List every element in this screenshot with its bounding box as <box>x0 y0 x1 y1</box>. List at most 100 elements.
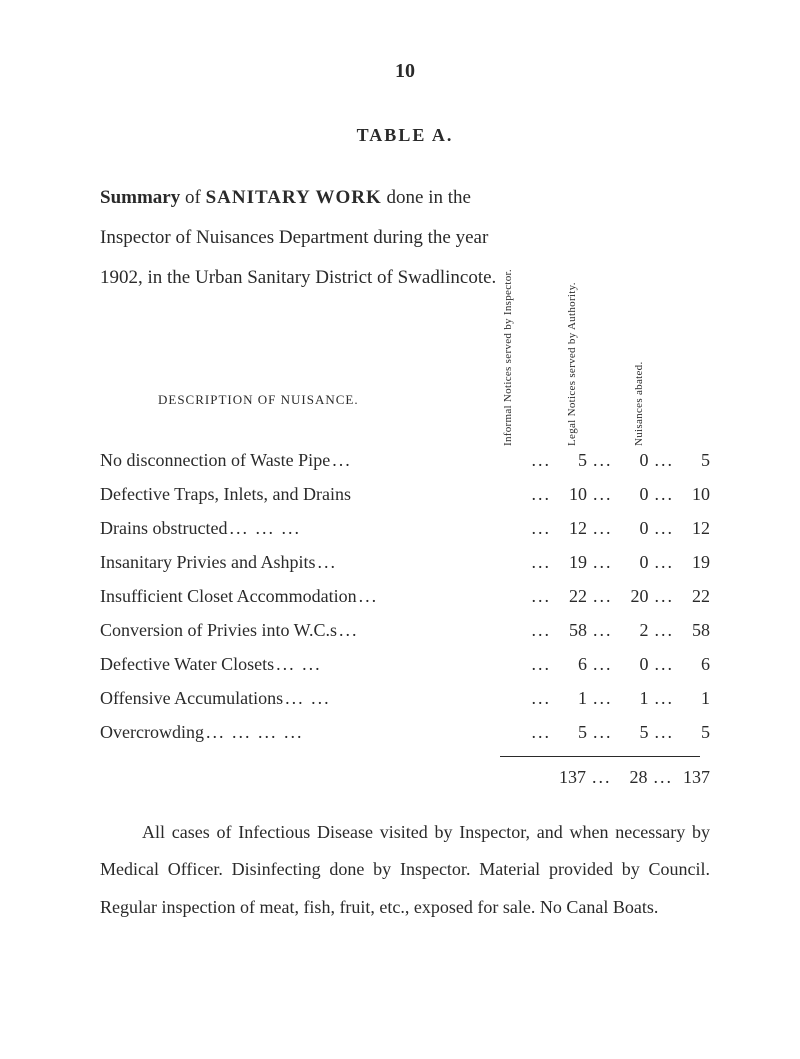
cell-dots: ... <box>587 654 619 675</box>
cell-v1: 1 <box>557 688 587 709</box>
cell-dots: ... <box>587 484 619 505</box>
table-row: Overcrowding ... ... ... ... ... 5 ... 5… <box>100 722 710 743</box>
title-work: WORK <box>315 187 381 208</box>
cell-dots: ... <box>649 722 681 743</box>
cell-v3: 1 <box>680 688 710 709</box>
table-label: TABLE A. <box>100 125 710 146</box>
cell-dots: ... <box>587 552 619 573</box>
lead-dots: ... <box>526 688 558 709</box>
table-row: No disconnection of Waste Pipe ... ... 5… <box>100 450 710 471</box>
cell-dots: ... <box>587 518 619 539</box>
row-dots: ... ... <box>274 654 324 675</box>
lead-dots: ... <box>526 620 558 641</box>
cell-v3: 6 <box>680 654 710 675</box>
row-dots: ... ... ... <box>227 518 303 539</box>
row-label: Insufficient Closet Accommodation <box>100 586 357 607</box>
cell-v2: 0 <box>619 654 649 675</box>
cell-v3: 5 <box>680 722 710 743</box>
lead-dots: ... <box>526 450 558 471</box>
lead-dots: ... <box>526 586 558 607</box>
data-rows: No disconnection of Waste Pipe ... ... 5… <box>100 450 710 743</box>
cell-v1: 6 <box>557 654 587 675</box>
row-dots: ... <box>315 552 339 573</box>
cell-v3: 19 <box>680 552 710 573</box>
row-label: Offensive Accumulations <box>100 688 283 709</box>
col-header-abated: Nuisances abated. <box>633 361 645 446</box>
cell-v3: 5 <box>680 450 710 471</box>
row-dots: ... ... <box>283 688 333 709</box>
lead-dots: ... <box>526 484 558 505</box>
cell-dots: ... <box>587 620 619 641</box>
cell-v1: 22 <box>557 586 587 607</box>
col-header-informal: Informal Notices served by Inspector. <box>502 269 514 446</box>
title-summary-word: Summary <box>100 187 180 208</box>
table-row: Offensive Accumulations ... ... ... 1 ..… <box>100 688 710 709</box>
total-v1: 137 <box>555 767 586 788</box>
lead-dots: ... <box>526 722 558 743</box>
cell-dots: ... <box>649 484 681 505</box>
cell-v1: 5 <box>557 722 587 743</box>
totals-rule <box>500 756 700 757</box>
cell-dots: ... <box>648 767 680 788</box>
table-row: Conversion of Privies into W.C.s ... ...… <box>100 620 710 641</box>
cell-dots: ... <box>586 767 618 788</box>
cell-dots: ... <box>649 450 681 471</box>
cell-v1: 19 <box>557 552 587 573</box>
cell-v2: 2 <box>619 620 649 641</box>
title-line2: Inspector of Nuisances Department during… <box>100 218 710 258</box>
cell-v2: 20 <box>619 586 649 607</box>
row-dots: ... <box>330 450 354 471</box>
cell-dots: ... <box>649 552 681 573</box>
row-dots: ... <box>357 586 381 607</box>
cell-dots: ... <box>649 586 681 607</box>
col-header-legal: Legal Notices served by Authority. <box>566 282 578 446</box>
title-sanitary: SANITARY <box>206 187 311 208</box>
cell-dots: ... <box>587 450 619 471</box>
row-label: Defective Water Closets <box>100 654 274 675</box>
cell-v2: 0 <box>619 450 649 471</box>
cell-v3: 22 <box>680 586 710 607</box>
cell-v3: 58 <box>680 620 710 641</box>
page-number: 10 <box>100 60 710 83</box>
table-row: Insanitary Privies and Ashpits ... ... 1… <box>100 552 710 573</box>
cell-v3: 12 <box>680 518 710 539</box>
row-label: Overcrowding <box>100 722 204 743</box>
table-row: Defective Traps, Inlets, and Drains ... … <box>100 484 710 505</box>
lead-dots: ... <box>526 552 558 573</box>
cell-v1: 5 <box>557 450 587 471</box>
total-v3: 137 <box>679 767 710 788</box>
cell-v3: 10 <box>680 484 710 505</box>
table-row: Defective Water Closets ... ... ... 6 ..… <box>100 654 710 675</box>
cell-dots: ... <box>649 620 681 641</box>
row-label: Defective Traps, Inlets, and Drains <box>100 484 351 505</box>
cell-v2: 1 <box>619 688 649 709</box>
lead-dots: ... <box>526 518 558 539</box>
cell-dots: ... <box>587 688 619 709</box>
cell-v1: 10 <box>557 484 587 505</box>
row-label: Drains obstructed <box>100 518 227 539</box>
row-dots: ... <box>337 620 361 641</box>
cell-v2: 0 <box>619 518 649 539</box>
cell-v1: 12 <box>557 518 587 539</box>
title-block: Summary of SANITARY WORK done in the Ins… <box>100 178 710 298</box>
footer-paragraph: All cases of Infectious Disease visited … <box>100 814 710 927</box>
title-line1-suffix: done in the <box>382 187 471 208</box>
cell-dots: ... <box>587 586 619 607</box>
lead-dots: ... <box>526 654 558 675</box>
cell-v2: 0 <box>619 552 649 573</box>
totals-row: 137 ... 28 ... 137 <box>100 767 710 788</box>
row-label: No disconnection of Waste Pipe <box>100 450 330 471</box>
row-dots: ... ... ... ... <box>204 722 306 743</box>
table-row: Insufficient Closet Accommodation ... ..… <box>100 586 710 607</box>
cell-v1: 58 <box>557 620 587 641</box>
cell-dots: ... <box>649 688 681 709</box>
row-label: Insanitary Privies and Ashpits <box>100 552 315 573</box>
cell-v2: 0 <box>619 484 649 505</box>
cell-dots: ... <box>649 518 681 539</box>
row-label: Conversion of Privies into W.C.s <box>100 620 337 641</box>
cell-v2: 5 <box>619 722 649 743</box>
title-line3: 1902, in the Urban Sanitary District of … <box>100 258 710 298</box>
cell-dots: ... <box>649 654 681 675</box>
total-v2: 28 <box>618 767 648 788</box>
column-headers: Informal Notices served by Inspector. Le… <box>100 326 710 446</box>
